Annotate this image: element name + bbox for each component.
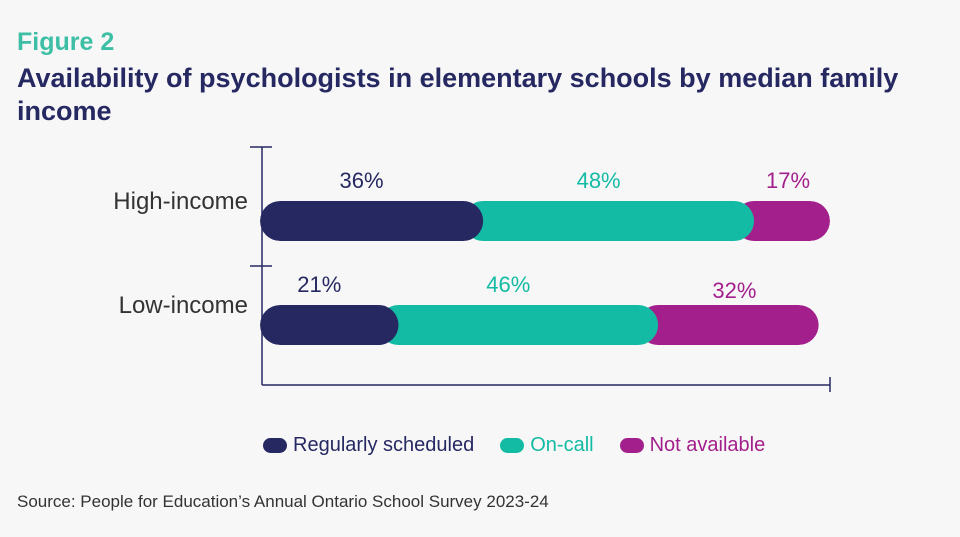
chart-title: Availability of psychologists in element… [17,63,899,126]
value-label-low-income-regularly-scheduled: 21% [297,272,341,297]
bar-low-income-on-call [378,305,659,345]
bar-high-income-on-call [463,201,755,241]
legend-item-on-call: On-call [500,434,594,457]
value-label-high-income-on-call: 48% [577,168,621,193]
legend-label-not-available: Not available [649,434,766,456]
legend-item-not-available: Not available [619,434,766,457]
category-label-high-income: High-income [113,188,248,215]
bar-group-low-income [260,305,819,345]
value-label-high-income-regularly-scheduled: 36% [340,168,384,193]
legend-label-on-call: On-call [530,434,594,456]
bar-group-high-income [260,201,830,241]
value-label-high-income-not-available: 17% [766,168,810,193]
bar-high-income-not-available [734,201,830,241]
category-label-low-income: Low-income [119,292,248,319]
figure-label: Figure 2 [17,28,115,56]
bar-low-income-not-available [638,305,819,345]
bar-low-income-regularly-scheduled [260,305,399,345]
source-note: Source: People for Education’s Annual On… [17,492,549,511]
legend-swatch-on-call [500,438,525,453]
legend-swatch-not-available [619,438,644,453]
legend-item-regularly-scheduled: Regularly scheduled [263,434,474,457]
legend-label-regularly-scheduled: Regularly scheduled [293,434,475,456]
legend-swatch-regularly-scheduled [263,438,287,453]
value-label-low-income-not-available: 32% [712,278,756,303]
value-label-low-income-on-call: 46% [486,272,530,297]
bar-high-income-regularly-scheduled [260,201,484,241]
legend: Regularly scheduled On-call Not availabl… [263,434,791,457]
